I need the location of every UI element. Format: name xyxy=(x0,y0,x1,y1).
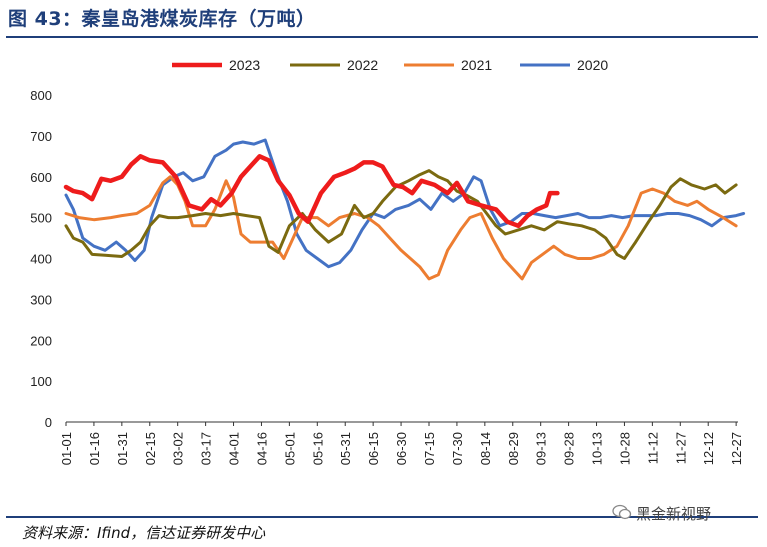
y-tick-label: 0 xyxy=(45,415,52,430)
series-line-2020 xyxy=(64,138,746,269)
x-tick-label: 06-15 xyxy=(366,432,381,465)
x-tick-label: 07-30 xyxy=(450,432,465,465)
title-divider xyxy=(6,36,758,38)
source-note: 资料来源：Ifind，信达证券研发中心 xyxy=(22,524,266,542)
series-line-2022 xyxy=(64,169,738,260)
x-tick-label: 01-16 xyxy=(87,432,102,465)
y-tick-label: 500 xyxy=(30,211,52,226)
watermark-text: 黑金新视野 xyxy=(636,505,712,523)
x-tick-label: 12-27 xyxy=(729,432,744,465)
footer-divider xyxy=(6,516,758,518)
x-tick-label: 01-01 xyxy=(59,432,74,465)
y-tick-label: 600 xyxy=(30,170,52,185)
x-tick-label: 02-15 xyxy=(143,432,158,465)
y-tick-label: 200 xyxy=(30,333,52,348)
x-tick-label: 05-16 xyxy=(310,432,325,465)
x-tick-label: 03-02 xyxy=(171,432,186,465)
series-line-2023 xyxy=(63,154,560,229)
y-tick-label: 400 xyxy=(30,252,52,267)
legend-label-2021: 2021 xyxy=(461,57,492,73)
x-tick-label: 06-30 xyxy=(394,432,409,465)
y-tick-label: 100 xyxy=(30,374,52,389)
series-layer xyxy=(63,138,746,281)
x-tick-label: 03-17 xyxy=(199,432,214,465)
x-tick-label: 08-29 xyxy=(506,432,521,465)
series-line-2021 xyxy=(64,175,738,281)
y-axis: 0 100 200 300 400 500 600 700 800 xyxy=(30,88,52,430)
y-tick-label: 700 xyxy=(30,129,52,144)
x-tick-label: 10-28 xyxy=(617,432,632,465)
x-tick-label: 05-01 xyxy=(282,432,297,465)
x-tick-label: 10-13 xyxy=(590,432,605,465)
x-tick-label: 11-27 xyxy=(673,432,688,464)
x-tick-label: 04-16 xyxy=(254,432,269,465)
x-tick-label: 11-12 xyxy=(645,432,660,464)
legend-label-2020: 2020 xyxy=(577,57,608,73)
legend-label-2022: 2022 xyxy=(347,57,378,73)
x-tick-label: 08-14 xyxy=(478,432,493,465)
wechat-icon xyxy=(612,504,632,520)
x-tick-label: 07-15 xyxy=(422,432,437,465)
x-tick-label: 01-31 xyxy=(115,432,130,465)
x-axis: 01-01 01-16 01-31 02-15 03-02 03-17 04-01 04-16… xyxy=(59,421,744,465)
legend-label-2023: 2023 xyxy=(229,57,260,73)
x-tick-label: 05-31 xyxy=(338,432,353,465)
x-tick-label: 04-01 xyxy=(227,432,242,465)
x-tick-label: 12-12 xyxy=(701,432,716,465)
line-chart: 2023 2022 2021 2020 0 100 200 300 400 500 600 700 8… xyxy=(30,57,746,465)
x-tick-label: 09-28 xyxy=(562,432,577,465)
chart-legend: 2023 2022 2021 2020 xyxy=(172,57,608,73)
x-tick-label: 09-13 xyxy=(534,432,549,465)
figure-title: 图 43：秦皇岛港煤炭库存（万吨） xyxy=(8,8,316,30)
y-tick-label: 300 xyxy=(30,292,52,307)
y-tick-label: 800 xyxy=(30,88,52,103)
